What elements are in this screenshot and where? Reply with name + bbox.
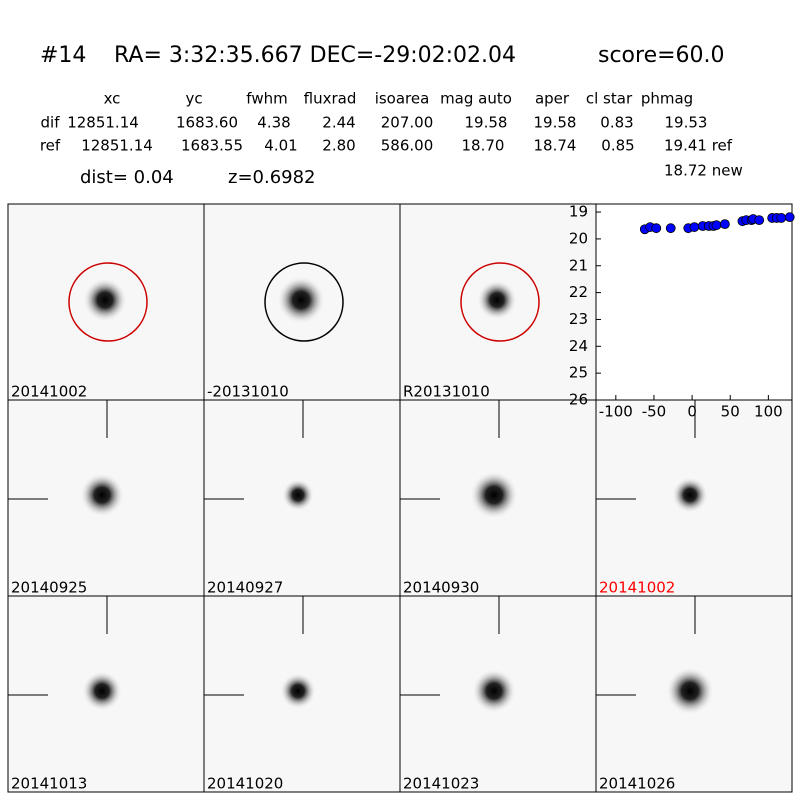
table-cell: 207.00 <box>381 114 434 132</box>
score: score=60.0 <box>598 43 725 68</box>
point <box>776 213 787 223</box>
aperture-circle <box>460 262 540 342</box>
distance: dist= 0.04 <box>80 167 174 188</box>
point <box>651 223 662 234</box>
x-tick-label: -100 <box>599 403 633 421</box>
redshift: z=0.6982 <box>228 167 316 188</box>
column-header: fluxrad <box>304 90 357 108</box>
column-header: phmag <box>641 90 693 108</box>
source <box>280 673 316 709</box>
column-header: xc <box>104 90 121 108</box>
column-header: mag auto <box>440 90 512 108</box>
y-tick-label: 20 <box>569 229 588 247</box>
table-cell: 0.83 <box>600 114 633 132</box>
column-header: fwhm <box>246 90 287 108</box>
table-cell: 18.70 <box>462 137 505 155</box>
coordinates: RA= 3:32:35.667 DEC=-29:02:02.04 <box>114 43 516 68</box>
table-cell: 12851.14 <box>81 137 153 155</box>
stamp-label: 20141002 <box>599 579 675 597</box>
source <box>672 477 708 513</box>
aperture-circle <box>68 262 148 342</box>
table-cell: 19.58 <box>534 114 577 132</box>
table-cell: 586.00 <box>381 137 434 155</box>
stamp-label: 20141023 <box>403 775 479 793</box>
column-header: yc <box>185 90 202 108</box>
y-tick-label: 22 <box>569 283 588 301</box>
stamp-label: 20140927 <box>207 579 283 597</box>
aperture-circle <box>264 262 344 342</box>
column-header: aper <box>535 90 570 108</box>
table-cell: 12851.14 <box>67 114 139 132</box>
point <box>754 215 765 226</box>
stamp-label: 20140930 <box>403 579 479 597</box>
point <box>784 212 795 223</box>
x-tick-label: 0 <box>687 403 697 421</box>
source <box>80 473 124 517</box>
x-tick-label: 100 <box>754 403 783 421</box>
source <box>666 667 714 715</box>
table-cell: 18.74 <box>534 137 577 155</box>
column-header: isoarea <box>375 90 430 108</box>
stamp-label: R20131010 <box>403 383 490 401</box>
source <box>277 276 325 324</box>
source <box>472 669 516 713</box>
table-cell: 19.58 <box>465 114 508 132</box>
new-mag: 18.72 new <box>664 162 743 180</box>
table-cell: 2.44 <box>322 114 355 132</box>
stamp-label: 20141020 <box>207 775 283 793</box>
source <box>82 671 122 711</box>
object-id: #14 <box>40 43 86 68</box>
stamp-label: 20141013 <box>11 775 87 793</box>
table-cell: 4.01 <box>264 137 297 155</box>
table-cell: 4.38 <box>257 114 290 132</box>
point <box>665 223 676 234</box>
plot-area <box>595 203 793 401</box>
panels: 20141002 -20131010 R20131010 20140925 201409… <box>7 203 793 793</box>
scatter-chart: 19 20 21 22 23 24 25 26 -100 -50 0 50 100 <box>569 203 795 421</box>
y-tick-label: 25 <box>569 364 588 382</box>
table-cell: 0.85 <box>601 137 634 155</box>
y-tick-label: 21 <box>569 256 588 274</box>
table-cell: 19.53 <box>665 114 708 132</box>
column-header: cl star <box>586 90 633 108</box>
stamp-label: -20131010 <box>207 383 289 401</box>
stamp-label: 20141002 <box>11 383 87 401</box>
table-cell: 1683.60 <box>176 114 238 132</box>
row-label: ref <box>40 137 61 155</box>
point <box>711 220 722 231</box>
stamp-label: 20140925 <box>11 579 87 597</box>
y-tick-label: 24 <box>569 337 588 355</box>
source <box>470 471 518 519</box>
source <box>83 278 127 322</box>
table-cell: 2.80 <box>322 137 355 155</box>
y-tick-label: 19 <box>569 203 588 221</box>
table-cell: 19.41 ref <box>664 137 733 155</box>
y-tick-label: 23 <box>569 310 588 328</box>
table-cell: 1683.55 <box>181 137 243 155</box>
point <box>689 222 700 232</box>
stamp-label: 20141026 <box>599 775 675 793</box>
y-tick-label: 26 <box>569 391 588 409</box>
source <box>477 280 517 320</box>
x-tick-label: 50 <box>721 403 740 421</box>
source <box>282 479 314 511</box>
row-label: dif <box>41 114 61 132</box>
point <box>719 219 730 230</box>
x-tick-label: -50 <box>642 403 667 421</box>
